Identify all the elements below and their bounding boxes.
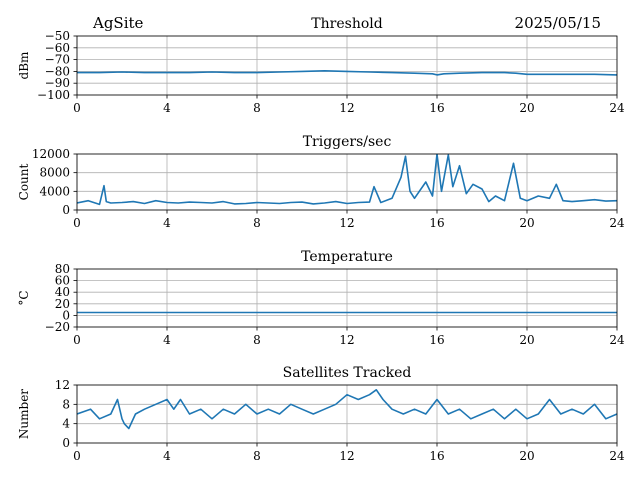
x-tick-label: 8 bbox=[253, 449, 261, 463]
y-tick-label: 12000 bbox=[32, 147, 70, 161]
x-tick-label: 4 bbox=[163, 216, 171, 230]
y-tick-label: 60 bbox=[55, 274, 70, 288]
chart-title: Temperature bbox=[301, 249, 393, 265]
x-tick-label: 16 bbox=[429, 333, 444, 347]
x-tick-label: 8 bbox=[253, 333, 261, 347]
chart-panel: 0 4 8 12 16 20 24 −50−60−70−80−90−100 Threshold d… bbox=[17, 16, 625, 115]
x-tick-label: 16 bbox=[429, 449, 444, 463]
y-tick-label: −70 bbox=[45, 53, 70, 67]
y-tick-label: −80 bbox=[45, 64, 70, 78]
x-tick-label: 4 bbox=[163, 449, 171, 463]
x-tick-label: 0 bbox=[73, 333, 81, 347]
x-tick-label: 20 bbox=[519, 101, 534, 115]
y-tick-label: 20 bbox=[55, 297, 70, 311]
x-tick-label: 16 bbox=[429, 216, 444, 230]
y-tick-label: 8000 bbox=[39, 166, 70, 180]
x-tick-label: 16 bbox=[429, 101, 444, 115]
chart-panel: 0 4 8 12 16 20 24 12 8 4 0 Satellites Tracked Number bbox=[17, 365, 625, 463]
x-tick-label: 24 bbox=[609, 449, 625, 463]
x-tick-label: 24 bbox=[609, 101, 625, 115]
series-line bbox=[77, 154, 617, 206]
y-tick-label: 4 bbox=[62, 417, 70, 431]
series-line bbox=[77, 70, 617, 76]
y-axis-label: Count bbox=[17, 163, 31, 200]
y-tick-label: 8 bbox=[62, 397, 70, 411]
x-tick-label: 12 bbox=[339, 449, 354, 463]
axes-frame bbox=[76, 268, 618, 328]
y-tick-label: 0 bbox=[62, 203, 70, 217]
series-line bbox=[77, 388, 617, 430]
axes-frame bbox=[76, 35, 618, 96]
y-tick-label: −100 bbox=[37, 88, 70, 102]
x-tick-label: 24 bbox=[609, 333, 625, 347]
x-tick-label: 12 bbox=[339, 101, 354, 115]
y-tick-label: 0 bbox=[62, 308, 70, 322]
y-tick-label: −60 bbox=[45, 41, 70, 55]
x-tick-label: 20 bbox=[519, 449, 534, 463]
axes-frame bbox=[76, 384, 618, 444]
y-tick-label: 4000 bbox=[39, 184, 70, 198]
y-axis-label: °C bbox=[17, 290, 31, 305]
x-tick-label: 8 bbox=[253, 101, 261, 115]
y-tick-label: −20 bbox=[45, 320, 70, 334]
y-tick-label: 12 bbox=[55, 378, 70, 392]
y-tick-label: 80 bbox=[55, 262, 70, 276]
chart-title: Threshold bbox=[311, 16, 382, 32]
chart-title: Satellites Tracked bbox=[283, 365, 412, 381]
x-tick-label: 8 bbox=[253, 216, 261, 230]
report-date: 2025/05/15 bbox=[515, 14, 601, 32]
y-tick-label: 0 bbox=[62, 436, 70, 450]
axes-frame bbox=[76, 153, 618, 211]
x-tick-label: 12 bbox=[339, 333, 354, 347]
y-axis-label: Number bbox=[17, 389, 31, 439]
x-tick-label: 4 bbox=[163, 333, 171, 347]
chart-panel: 0 4 8 12 16 20 24 12000 8000 4000 0 Triggers/sec Cou… bbox=[17, 134, 625, 230]
site-name: AgSite bbox=[92, 14, 144, 32]
y-tick-label: −50 bbox=[45, 29, 70, 43]
y-axis-label: dBm bbox=[17, 51, 31, 80]
x-tick-label: 0 bbox=[73, 101, 81, 115]
x-tick-label: 24 bbox=[609, 216, 625, 230]
x-tick-label: 4 bbox=[163, 101, 171, 115]
y-tick-label: 40 bbox=[55, 285, 70, 299]
y-tick-label: −90 bbox=[45, 76, 70, 90]
chart-title: Triggers/sec bbox=[303, 134, 392, 150]
x-tick-label: 0 bbox=[73, 216, 81, 230]
x-tick-label: 20 bbox=[519, 216, 534, 230]
x-tick-label: 0 bbox=[73, 449, 81, 463]
x-tick-label: 12 bbox=[339, 216, 354, 230]
x-tick-label: 20 bbox=[519, 333, 534, 347]
